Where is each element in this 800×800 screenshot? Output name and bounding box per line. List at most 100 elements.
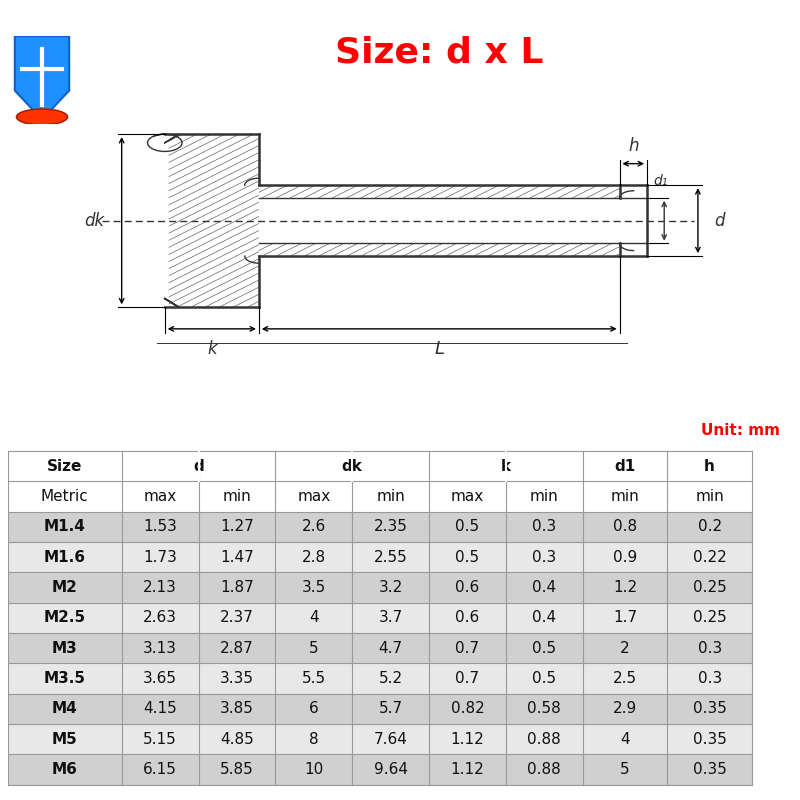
Bar: [275, 542, 352, 572]
Bar: [198, 542, 275, 572]
Bar: [506, 482, 582, 512]
Bar: [8, 663, 122, 694]
Text: 0.7: 0.7: [455, 641, 479, 656]
Text: 0.3: 0.3: [532, 550, 556, 565]
Polygon shape: [15, 36, 70, 119]
Text: 5.7: 5.7: [378, 702, 402, 716]
Text: max: max: [450, 489, 484, 504]
Text: 9.64: 9.64: [374, 762, 407, 777]
Bar: [8, 754, 122, 785]
Text: M1.6: M1.6: [44, 550, 86, 565]
Bar: [122, 754, 198, 785]
Text: max: max: [297, 489, 330, 504]
Bar: [582, 482, 667, 512]
Text: 1.12: 1.12: [450, 762, 484, 777]
Bar: [667, 724, 752, 754]
Text: 0.4: 0.4: [532, 580, 556, 595]
Bar: [198, 482, 275, 512]
Bar: [582, 512, 667, 542]
Bar: [122, 542, 198, 572]
Text: Size: d x L: Size: d x L: [335, 36, 543, 70]
Bar: [429, 542, 506, 572]
Bar: [667, 572, 752, 602]
Text: 0.3: 0.3: [698, 641, 722, 656]
Bar: [667, 633, 752, 663]
Text: 4: 4: [309, 610, 318, 626]
Text: d1: d1: [614, 458, 636, 474]
Text: M5: M5: [52, 731, 78, 746]
Text: 3.7: 3.7: [378, 610, 402, 626]
Text: 4.7: 4.7: [378, 641, 402, 656]
Bar: [352, 451, 429, 482]
Text: d: d: [714, 212, 725, 230]
Text: 3.2: 3.2: [378, 580, 402, 595]
Text: 2.6: 2.6: [302, 519, 326, 534]
Text: 0.22: 0.22: [693, 550, 726, 565]
Bar: [275, 633, 352, 663]
Text: dk: dk: [342, 458, 362, 474]
Text: 2: 2: [620, 641, 630, 656]
Bar: [352, 482, 429, 512]
Bar: [275, 482, 352, 512]
Bar: [667, 482, 752, 512]
Text: 2.63: 2.63: [143, 610, 177, 626]
Text: 6: 6: [309, 702, 318, 716]
Bar: [352, 602, 429, 633]
Bar: [506, 572, 582, 602]
Text: min: min: [610, 489, 639, 504]
Text: 5.2: 5.2: [378, 671, 402, 686]
Text: Size: Size: [47, 458, 82, 474]
Bar: [8, 542, 122, 572]
Bar: [275, 724, 352, 754]
Bar: [667, 542, 752, 572]
Bar: [198, 572, 275, 602]
Bar: [667, 663, 752, 694]
Text: 0.6: 0.6: [455, 610, 479, 626]
Text: 0.5: 0.5: [455, 519, 479, 534]
Bar: [429, 602, 506, 633]
Text: 0.35: 0.35: [693, 702, 726, 716]
Bar: [429, 633, 506, 663]
Text: 0.8: 0.8: [613, 519, 637, 534]
Text: 0.6: 0.6: [455, 580, 479, 595]
Text: min: min: [695, 489, 724, 504]
Text: h: h: [704, 458, 715, 474]
Text: 1.27: 1.27: [220, 519, 254, 534]
Bar: [8, 633, 122, 663]
Text: 2.35: 2.35: [374, 519, 407, 534]
Bar: [198, 694, 275, 724]
Bar: [122, 633, 198, 663]
Text: min: min: [530, 489, 558, 504]
Text: 0.25: 0.25: [693, 580, 726, 595]
Bar: [198, 754, 275, 785]
Bar: [429, 572, 506, 602]
Text: 0.5: 0.5: [532, 671, 556, 686]
Text: 6.15: 6.15: [143, 762, 177, 777]
Bar: [122, 572, 198, 602]
Text: 2.8: 2.8: [302, 550, 326, 565]
Text: 4.85: 4.85: [220, 731, 254, 746]
Text: 0.25: 0.25: [693, 610, 726, 626]
Bar: [122, 602, 198, 633]
Bar: [667, 694, 752, 724]
Bar: [582, 633, 667, 663]
Text: 2.5: 2.5: [613, 671, 637, 686]
Bar: [506, 694, 582, 724]
Bar: [275, 694, 352, 724]
Text: max: max: [143, 489, 177, 504]
Bar: [8, 572, 122, 602]
Text: 5.5: 5.5: [302, 671, 326, 686]
Bar: [198, 451, 275, 482]
Bar: [352, 694, 429, 724]
Bar: [582, 542, 667, 572]
Text: 10: 10: [304, 762, 323, 777]
Bar: [506, 602, 582, 633]
Text: Unit: mm: Unit: mm: [702, 423, 780, 438]
Bar: [429, 482, 506, 512]
Text: 0.3: 0.3: [532, 519, 556, 534]
Bar: [352, 754, 429, 785]
Text: L: L: [434, 340, 444, 358]
Text: 0.7: 0.7: [455, 671, 479, 686]
Text: 1.12: 1.12: [450, 731, 484, 746]
Text: M3.5: M3.5: [44, 671, 86, 686]
